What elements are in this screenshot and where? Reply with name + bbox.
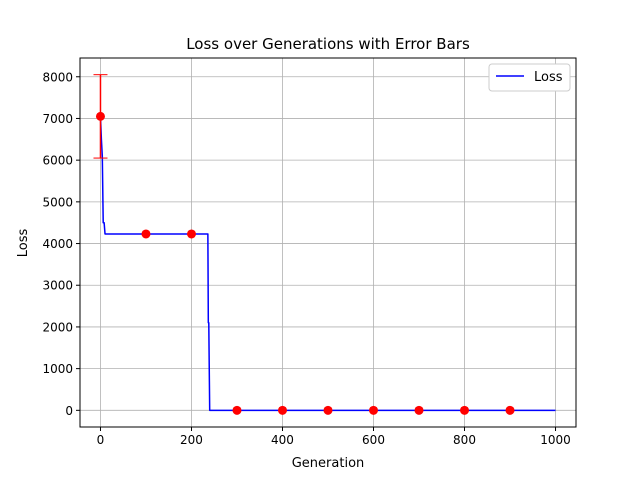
y-tick-label: 0 (65, 404, 73, 418)
y-tick-label: 6000 (42, 154, 73, 168)
x-tick-label: 200 (180, 433, 203, 447)
error-bar-point (369, 405, 379, 415)
x-tick-label: 800 (453, 433, 476, 447)
marker-layer (95, 111, 515, 415)
error-bar-point (323, 405, 333, 415)
error-bar-point (277, 405, 287, 415)
error-bar-point (95, 111, 105, 121)
grid-layer (80, 58, 576, 427)
y-tick-label: 7000 (42, 112, 73, 126)
chart-title: Loss over Generations with Error Bars (186, 35, 470, 53)
plot-frame (79, 57, 577, 428)
y-tick-label: 5000 (42, 195, 73, 209)
legend-label-loss: Loss (534, 70, 563, 85)
y-tick-label: 2000 (42, 320, 73, 334)
line-layer (99, 116, 556, 412)
legend: Loss (488, 63, 571, 92)
legend-box (488, 63, 571, 92)
error-bar-point (460, 405, 470, 415)
x-axis-label: Generation (292, 456, 365, 471)
y-axis-label: Loss (16, 229, 31, 258)
y-tick-label: 8000 (42, 70, 73, 84)
x-tick-label: 0 (97, 433, 105, 447)
error-bar-point (414, 405, 424, 415)
error-bar-point (505, 405, 515, 415)
y-tick-label: 3000 (42, 279, 73, 293)
error-bar-point (141, 229, 151, 239)
error-bar-point (232, 405, 242, 415)
x-tick-label: 400 (271, 433, 294, 447)
tick-layer: 0 200 400 600 800 1000 0 1000 2000 3000 4000 5000 60… (42, 70, 570, 447)
y-tick-label: 1000 (42, 362, 73, 376)
x-tick-label: 600 (362, 433, 385, 447)
x-tick-label: 1000 (540, 433, 571, 447)
error-bar-point (186, 229, 196, 239)
y-tick-label: 4000 (42, 237, 73, 251)
series-line-loss (99, 116, 556, 412)
